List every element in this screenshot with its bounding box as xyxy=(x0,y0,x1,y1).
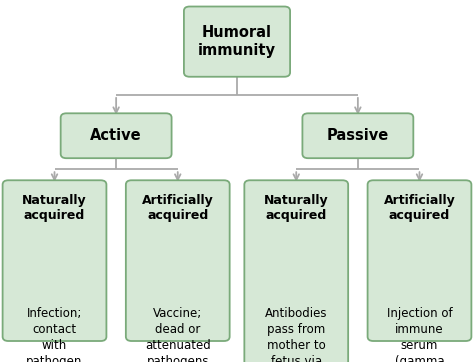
Text: Active: Active xyxy=(91,128,142,143)
FancyBboxPatch shape xyxy=(184,7,290,77)
Text: Passive: Passive xyxy=(327,128,389,143)
Text: Injection of
immune
serum
(gamma
globulin): Injection of immune serum (gamma globuli… xyxy=(387,307,452,362)
FancyBboxPatch shape xyxy=(302,113,413,158)
Text: Vaccine;
dead or
attenuated
pathogens: Vaccine; dead or attenuated pathogens xyxy=(145,307,210,362)
FancyBboxPatch shape xyxy=(61,113,172,158)
Text: Infection;
contact
with
pathogen: Infection; contact with pathogen xyxy=(27,307,82,362)
FancyBboxPatch shape xyxy=(3,180,106,341)
Text: Humoral
immunity: Humoral immunity xyxy=(198,25,276,58)
Text: Naturally
acquired: Naturally acquired xyxy=(264,194,328,222)
FancyBboxPatch shape xyxy=(245,180,348,362)
Text: Naturally
acquired: Naturally acquired xyxy=(22,194,87,222)
Text: Artificially
acquired: Artificially acquired xyxy=(142,194,214,222)
FancyBboxPatch shape xyxy=(126,180,229,341)
Text: Antibodies
pass from
mother to
fetus via
placenta;
or to infant
in her milk: Antibodies pass from mother to fetus via… xyxy=(263,307,329,362)
FancyBboxPatch shape xyxy=(368,180,471,341)
Text: Artificially
acquired: Artificially acquired xyxy=(383,194,456,222)
